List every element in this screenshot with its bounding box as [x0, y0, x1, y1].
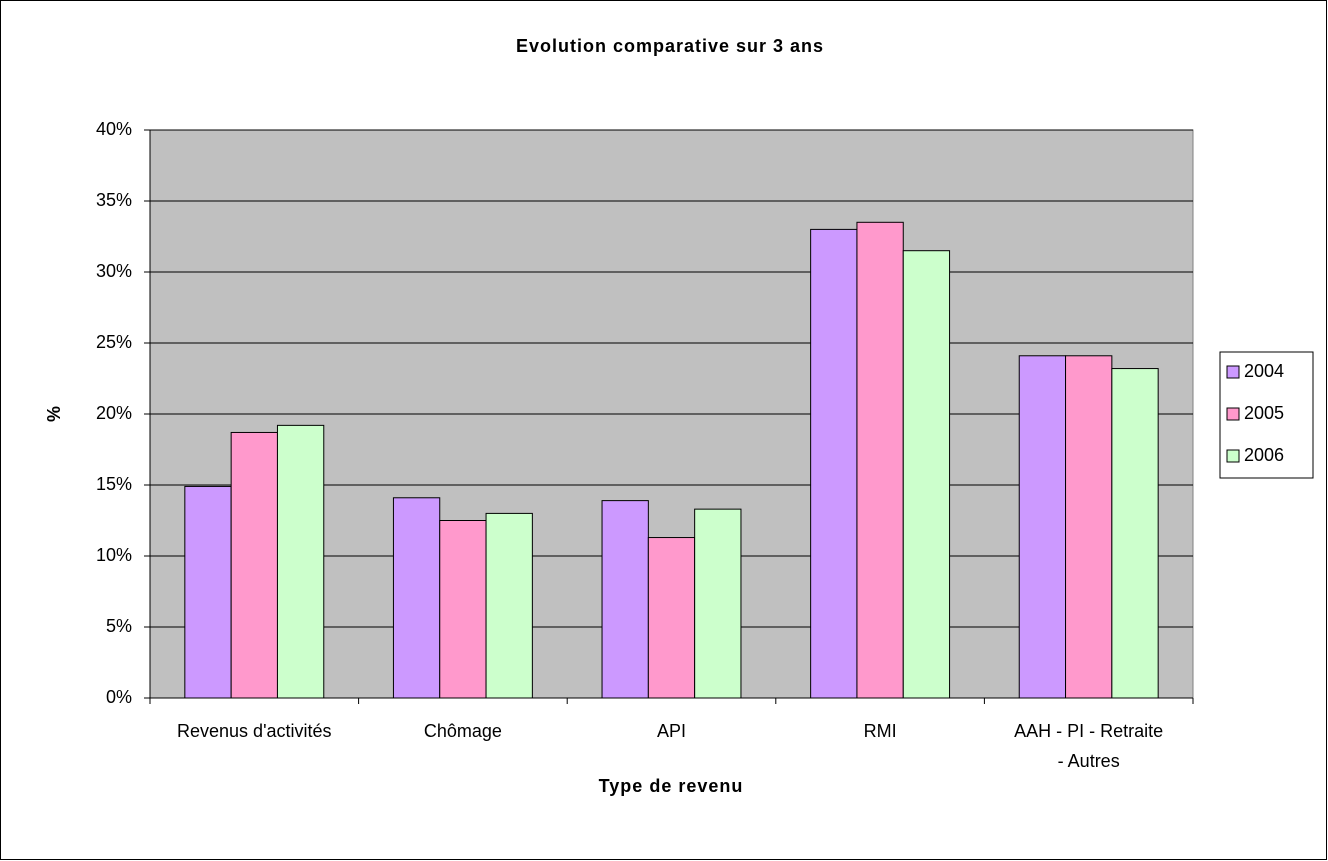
y-tick-label: 0% — [106, 687, 132, 707]
y-tick-label: 10% — [96, 545, 132, 565]
x-tick-label: AAH - PI - Retraite - Autres — [1014, 721, 1164, 771]
y-tick-label: 25% — [96, 332, 132, 352]
bar — [1111, 368, 1159, 699]
y-tick-label: 5% — [106, 616, 132, 636]
y-tick-label: 30% — [96, 261, 132, 281]
bar — [184, 485, 232, 699]
y-tick-label: 35% — [96, 190, 132, 210]
bar — [856, 221, 904, 699]
x-tick-label: Chômage — [423, 721, 502, 741]
bar — [810, 228, 858, 699]
legend-swatch — [1226, 365, 1240, 379]
legend-label: 2005 — [1244, 403, 1284, 423]
bar — [601, 500, 649, 699]
bar — [276, 424, 325, 699]
y-tick-label: 40% — [96, 119, 132, 139]
bar — [647, 537, 696, 699]
legend-swatch — [1226, 449, 1240, 463]
x-tick-label: Revenus d'activités — [177, 721, 332, 741]
legend-label: 2004 — [1244, 361, 1284, 381]
chart-title: Evolution comparative sur 3 ans — [516, 36, 824, 56]
bar — [392, 497, 441, 699]
bar — [439, 520, 487, 699]
legend-label: 2006 — [1244, 445, 1284, 465]
y-axis-title: % — [44, 406, 64, 422]
y-tick-label: 20% — [96, 403, 132, 423]
x-tick-label: API — [656, 721, 686, 741]
bar — [694, 508, 742, 699]
bar — [902, 250, 951, 699]
x-tick-label: RMI — [863, 721, 897, 741]
y-tick-label: 15% — [96, 474, 132, 494]
bar — [1065, 355, 1113, 699]
legend-swatch — [1226, 407, 1240, 421]
bar — [1018, 355, 1067, 699]
x-axis-title: Type de revenu — [599, 776, 744, 796]
bar — [230, 431, 278, 699]
bar — [485, 512, 533, 699]
